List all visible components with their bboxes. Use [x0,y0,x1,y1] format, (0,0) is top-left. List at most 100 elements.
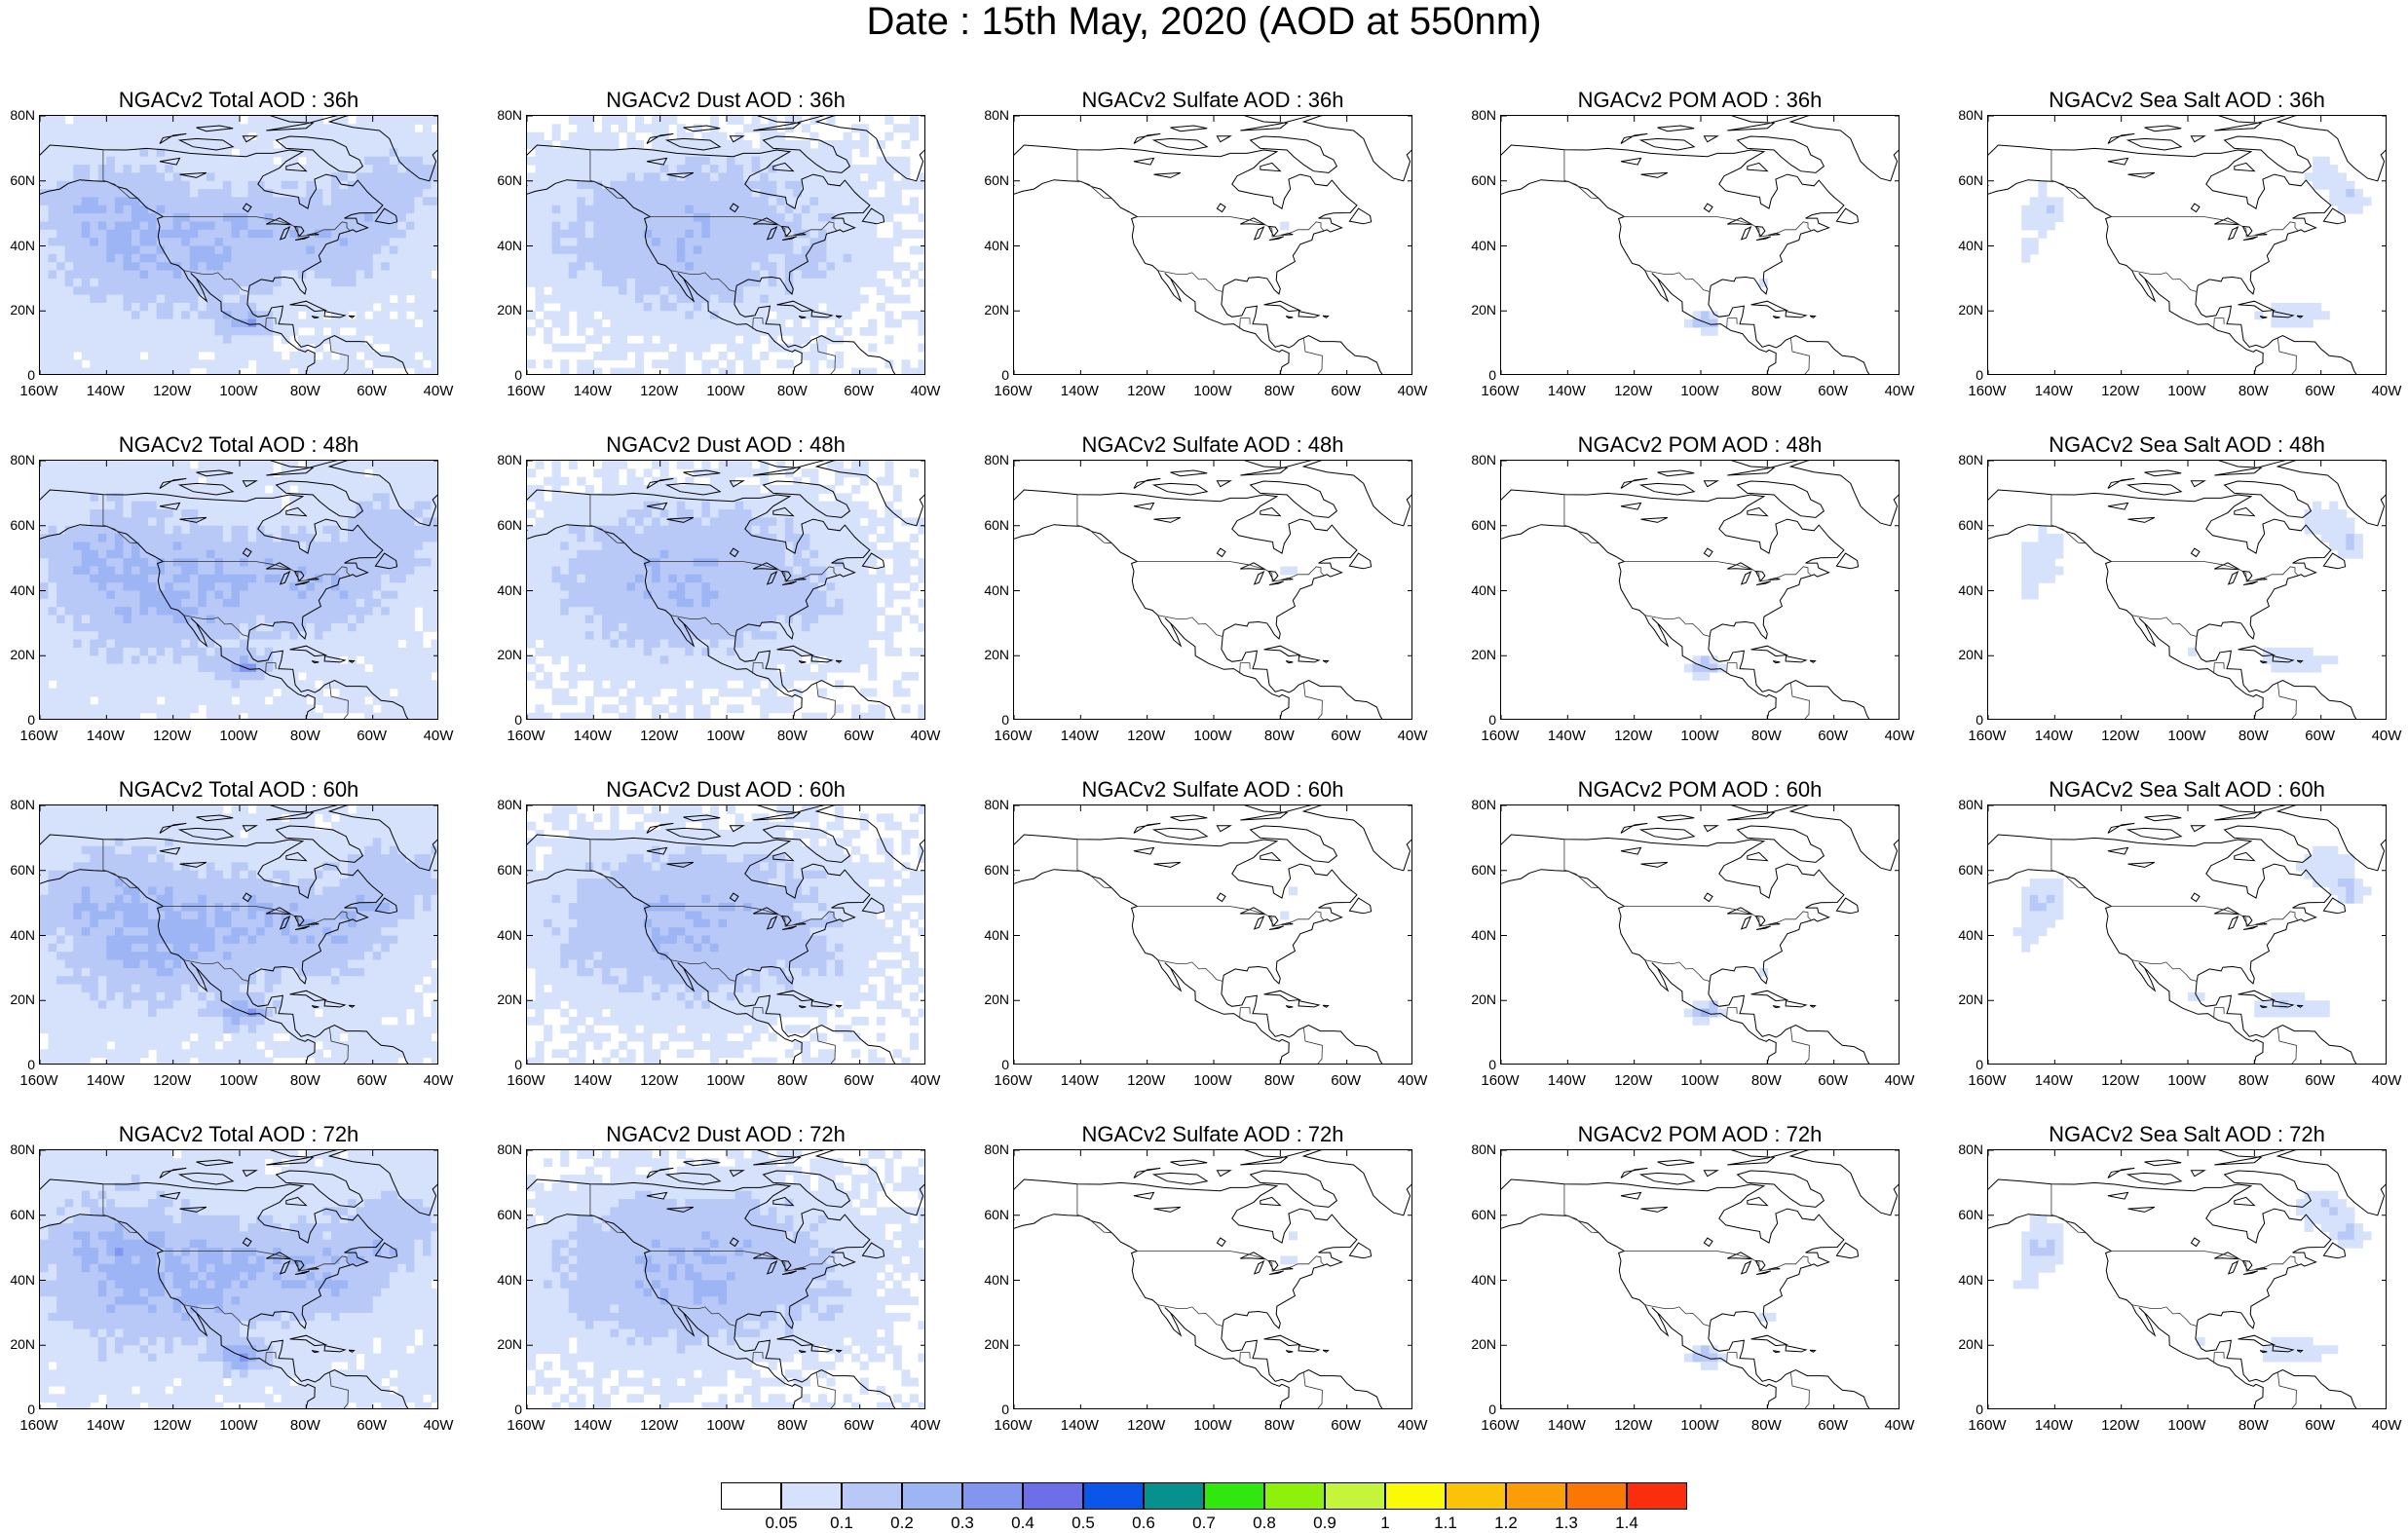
lon-tick-label: 160W [1476,1072,1524,1090]
lat-tick-label: 60N [2,862,35,878]
lon-tick-label: 120W [1609,1417,1658,1435]
lon-tick-label: 160W [502,728,550,745]
colorbar-swatch [1325,1482,1385,1510]
map-canvas [1501,461,1900,720]
lon-tick-label: 80W [768,728,816,745]
aod-field [1280,1231,1298,1264]
lon-tick-label: 120W [2096,1417,2145,1435]
colorbar-label: 1 [1361,1514,1410,1533]
colorbar-label: 0.05 [757,1514,806,1533]
lon-tick-label: 100W [214,383,263,400]
lon-tick-label: 140W [1055,728,1104,745]
lon-tick-label: 160W [1476,1417,1524,1435]
lat-tick-label: 0 [976,367,1009,383]
lon-tick-label: 80W [2229,728,2277,745]
lon-tick-label: 140W [1055,383,1104,400]
map-frame [1013,804,1412,1065]
lon-tick-label: 60W [2296,728,2345,745]
map-frame [39,804,438,1065]
lat-tick-label: 60N [489,862,522,878]
lon-tick-label: 60W [1322,383,1371,400]
aod-field [40,461,438,720]
lat-tick-label: 20N [1463,302,1496,318]
lat-tick-label: 60N [2,172,35,188]
map-frame [1500,1149,1900,1409]
lon-tick-label: 120W [1122,728,1171,745]
lat-tick-label: 0 [1950,1402,1983,1417]
lon-tick-label: 160W [989,1072,1037,1090]
lon-tick-label: 60W [1322,1072,1371,1090]
lat-tick-label: 80N [1950,107,1983,123]
lon-tick-label: 120W [148,383,197,400]
coastlines [1501,116,1900,375]
lat-tick-label: 20N [1463,991,1496,1007]
map-canvas [527,116,925,375]
lon-tick-label: 60W [1809,1417,1858,1435]
lat-tick-label: 80N [976,107,1009,123]
map-canvas [1988,116,2387,375]
colorbar-swatch [781,1482,842,1510]
panel-title: NGACv2 Total AOD : 60h [39,777,438,803]
lon-tick-label: 100W [1188,1072,1237,1090]
colorbar-swatch [1204,1482,1264,1510]
colorbar-label: 1.4 [1602,1514,1651,1533]
lon-tick-label: 160W [1476,728,1524,745]
lon-tick-label: 100W [1188,1417,1237,1435]
lat-tick-label: 20N [489,1336,522,1352]
lat-tick-label: 0 [1950,712,1983,728]
lat-tick-label: 60N [489,1207,522,1222]
lat-tick-label: 80N [1463,797,1496,812]
map-frame [1987,804,2387,1065]
lon-tick-label: 40W [414,1417,463,1435]
lat-tick-label: 40N [1463,1272,1496,1288]
panel-title: NGACv2 Sea Salt AOD : 72h [1987,1122,2387,1147]
lat-tick-label: 20N [1463,647,1496,662]
lat-tick-label: 40N [2,238,35,253]
lat-tick-label: 80N [489,797,522,812]
country-borders [2051,495,2298,720]
lon-tick-label: 120W [1609,728,1658,745]
lat-tick-label: 60N [2,517,35,533]
coastlines [1988,116,2387,375]
country-borders [1564,495,1811,720]
country-borders [1564,840,1811,1065]
lon-tick-label: 140W [81,1417,130,1435]
lat-tick-label: 60N [489,172,522,188]
aod-field [2013,846,2372,1018]
lon-tick-label: 60W [835,1417,884,1435]
lon-tick-label: 80W [1255,1417,1303,1435]
lon-tick-label: 160W [1963,1417,2012,1435]
lat-tick-label: 20N [1950,991,1983,1007]
lon-tick-label: 100W [214,728,263,745]
lat-tick-label: 0 [489,367,522,383]
colorbar-label: 0.8 [1240,1514,1289,1533]
map-canvas [40,461,438,720]
lon-tick-label: 80W [1742,728,1790,745]
lon-tick-label: 100W [2163,383,2211,400]
lat-tick-label: 0 [976,712,1009,728]
lon-tick-label: 120W [635,728,684,745]
map-canvas [1014,805,1412,1065]
lat-tick-label: 20N [976,1336,1009,1352]
lon-tick-label: 120W [148,1417,197,1435]
lat-tick-label: 40N [2,927,35,943]
lon-tick-label: 140W [1542,1072,1591,1090]
map-frame [1987,460,2387,720]
lat-tick-label: 0 [1463,712,1496,728]
panel-title: NGACv2 POM AOD : 72h [1500,1122,1900,1147]
colorbar-label: 1.2 [1482,1514,1530,1533]
lat-tick-label: 60N [1950,1207,1983,1222]
colorbar-label: 1.1 [1421,1514,1470,1533]
map-canvas [527,805,925,1065]
aod-field [2021,502,2363,673]
lon-tick-label: 160W [15,1072,63,1090]
map-frame [1013,1149,1412,1409]
lat-tick-label: 40N [489,927,522,943]
colorbar-label: 0.1 [817,1514,866,1533]
